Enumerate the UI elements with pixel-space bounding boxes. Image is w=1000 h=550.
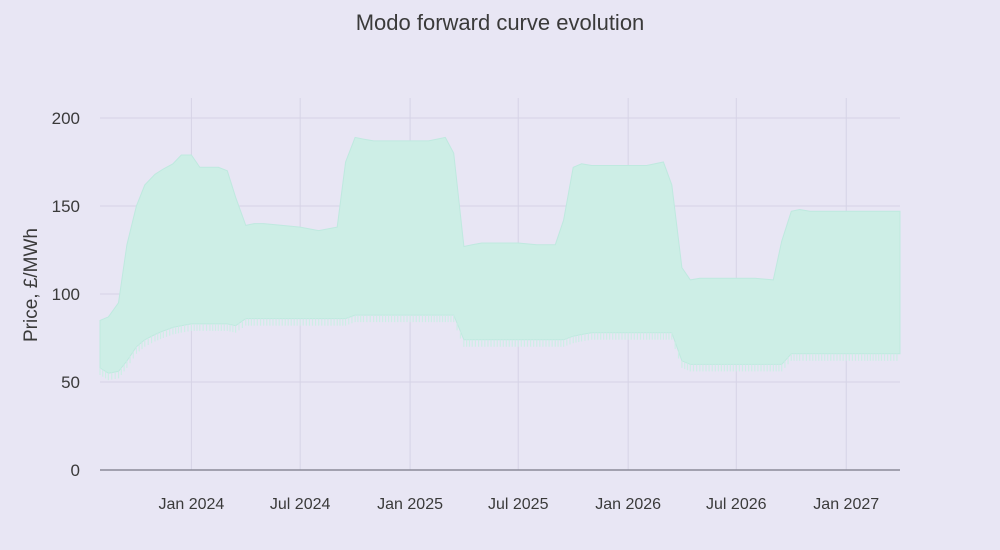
x-tick-label: Jan 2025 xyxy=(377,496,443,513)
x-tick-label: Jul 2024 xyxy=(270,496,331,513)
x-tick-label: Jul 2026 xyxy=(706,496,767,513)
label-layer: 0 50 100 150 200 Jan 2024 Jul 2024 Jan 2025 Jul … xyxy=(52,109,880,513)
x-tick-label: Jul 2025 xyxy=(488,496,549,513)
x-tick-label: Jan 2024 xyxy=(158,496,224,513)
chart-title: Modo forward curve evolution xyxy=(355,10,645,35)
y-tick-label: 200 xyxy=(52,109,80,128)
x-tick-label: Jan 2027 xyxy=(813,496,879,513)
forward-curve-band xyxy=(99,136,901,374)
y-tick-label: 100 xyxy=(52,285,80,304)
y-tick-label: 150 xyxy=(52,197,80,216)
y-tick-label: 50 xyxy=(61,373,80,392)
y-tick-label: 0 xyxy=(71,461,80,480)
x-tick-label: Jan 2026 xyxy=(595,496,661,513)
band-layer xyxy=(99,136,901,381)
